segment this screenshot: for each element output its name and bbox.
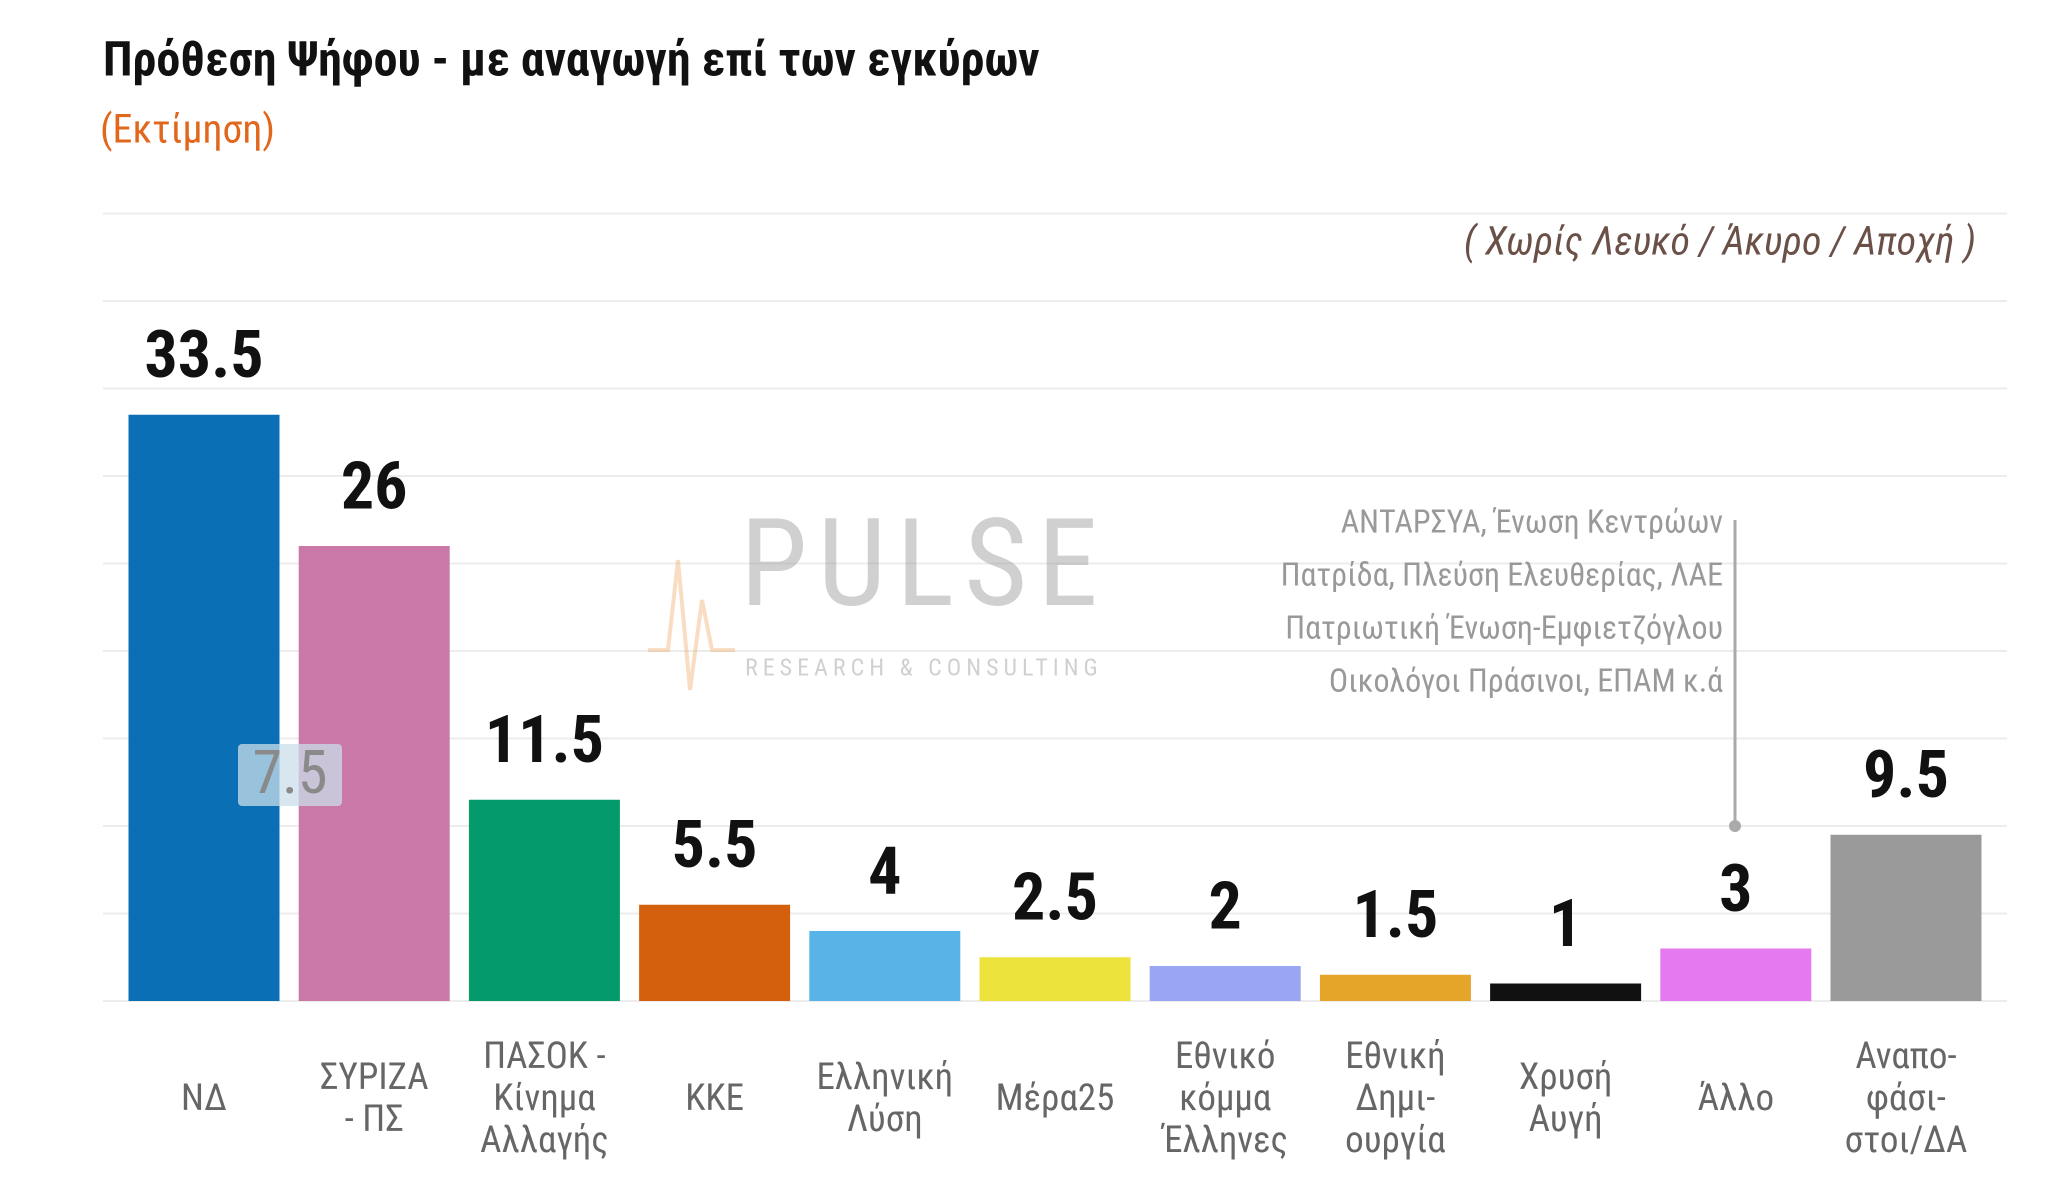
note: ( Χωρίς Λευκό / Άκυρο / Αποχή ) xyxy=(1464,218,1976,265)
value-label: 2.5 xyxy=(1012,860,1098,937)
bar xyxy=(468,799,620,1001)
category-label: ΠΑΣΟΚ -Κίνημα Αλλαγής xyxy=(480,1035,609,1162)
other-note-line: Πατριωτική Ένωση-Εμφιετζόγλου xyxy=(1285,608,1723,646)
note-leader-dot xyxy=(1729,820,1741,832)
bar xyxy=(1319,974,1471,1001)
difference-label: 7.5 xyxy=(252,737,327,808)
category-label: ΝΔ xyxy=(181,1077,227,1120)
value-label: 11.5 xyxy=(485,702,604,779)
category-label: Εθνικό κόμμα Έλληνες xyxy=(1160,1035,1288,1162)
category-label: ΣΥΡΙΖΑ - ΠΣ xyxy=(320,1056,429,1141)
bar xyxy=(809,931,961,1001)
category-label: ΚΚΕ xyxy=(685,1077,744,1120)
value-label: 1.5 xyxy=(1352,877,1438,954)
category-label: Άλλο xyxy=(1698,1077,1774,1120)
bar xyxy=(1660,948,1812,1001)
other-note-line: ΑΝΤΑΡΣΥΑ, Ένωση Κεντρώων xyxy=(1341,502,1723,540)
difference-box xyxy=(238,744,342,806)
category-label: Ελληνική Λύση xyxy=(816,1056,953,1141)
watermark-tagline: RESEARCH & CONSULTING xyxy=(745,653,1103,681)
value-label: 5.5 xyxy=(672,807,758,884)
other-note-line: Οικολόγοι Πράσινοι, ΕΠΑΜ κ.ά xyxy=(1329,661,1723,699)
watermark-icon xyxy=(648,559,735,691)
chart-subtitle: (Εκτίμηση) xyxy=(100,106,275,153)
bar xyxy=(1490,983,1642,1001)
other-note: ΑΝΤΑΡΣΥΑ, Ένωση Κεντρώων Πατρίδα, Πλεύση … xyxy=(1281,502,1723,699)
category-label: Χρυσή Αυγή xyxy=(1519,1056,1613,1141)
watermark: PULSE RESEARCH & CONSULTING xyxy=(648,492,1108,691)
value-label: 1 xyxy=(1549,886,1582,963)
category-label: Αναπο-φάσι-στοι/ΔΑ xyxy=(1845,1035,1968,1162)
bar xyxy=(128,414,280,1001)
value-label: 33.5 xyxy=(144,317,263,394)
value-label: 26 xyxy=(341,448,408,525)
value-label: 4 xyxy=(868,833,901,910)
value-label: 3 xyxy=(1719,851,1752,928)
value-label: 2 xyxy=(1209,868,1242,945)
value-label: 9.5 xyxy=(1863,737,1949,814)
bar xyxy=(1830,834,1982,1001)
bar xyxy=(1149,966,1301,1001)
bar xyxy=(979,957,1131,1001)
category-label: Εθνική Δημι-ουργία xyxy=(1345,1035,1446,1162)
watermark-name: PULSE xyxy=(740,492,1108,635)
category-label: Μέρα25 xyxy=(996,1077,1115,1120)
bar xyxy=(639,904,791,1001)
chart-title: Πρόθεση Ψήφου - με αναγωγή επί των εγκύρ… xyxy=(103,31,1040,88)
other-note-line: Πατρίδα, Πλεύση Ελευθερίας, ΛΑΕ xyxy=(1281,555,1723,593)
